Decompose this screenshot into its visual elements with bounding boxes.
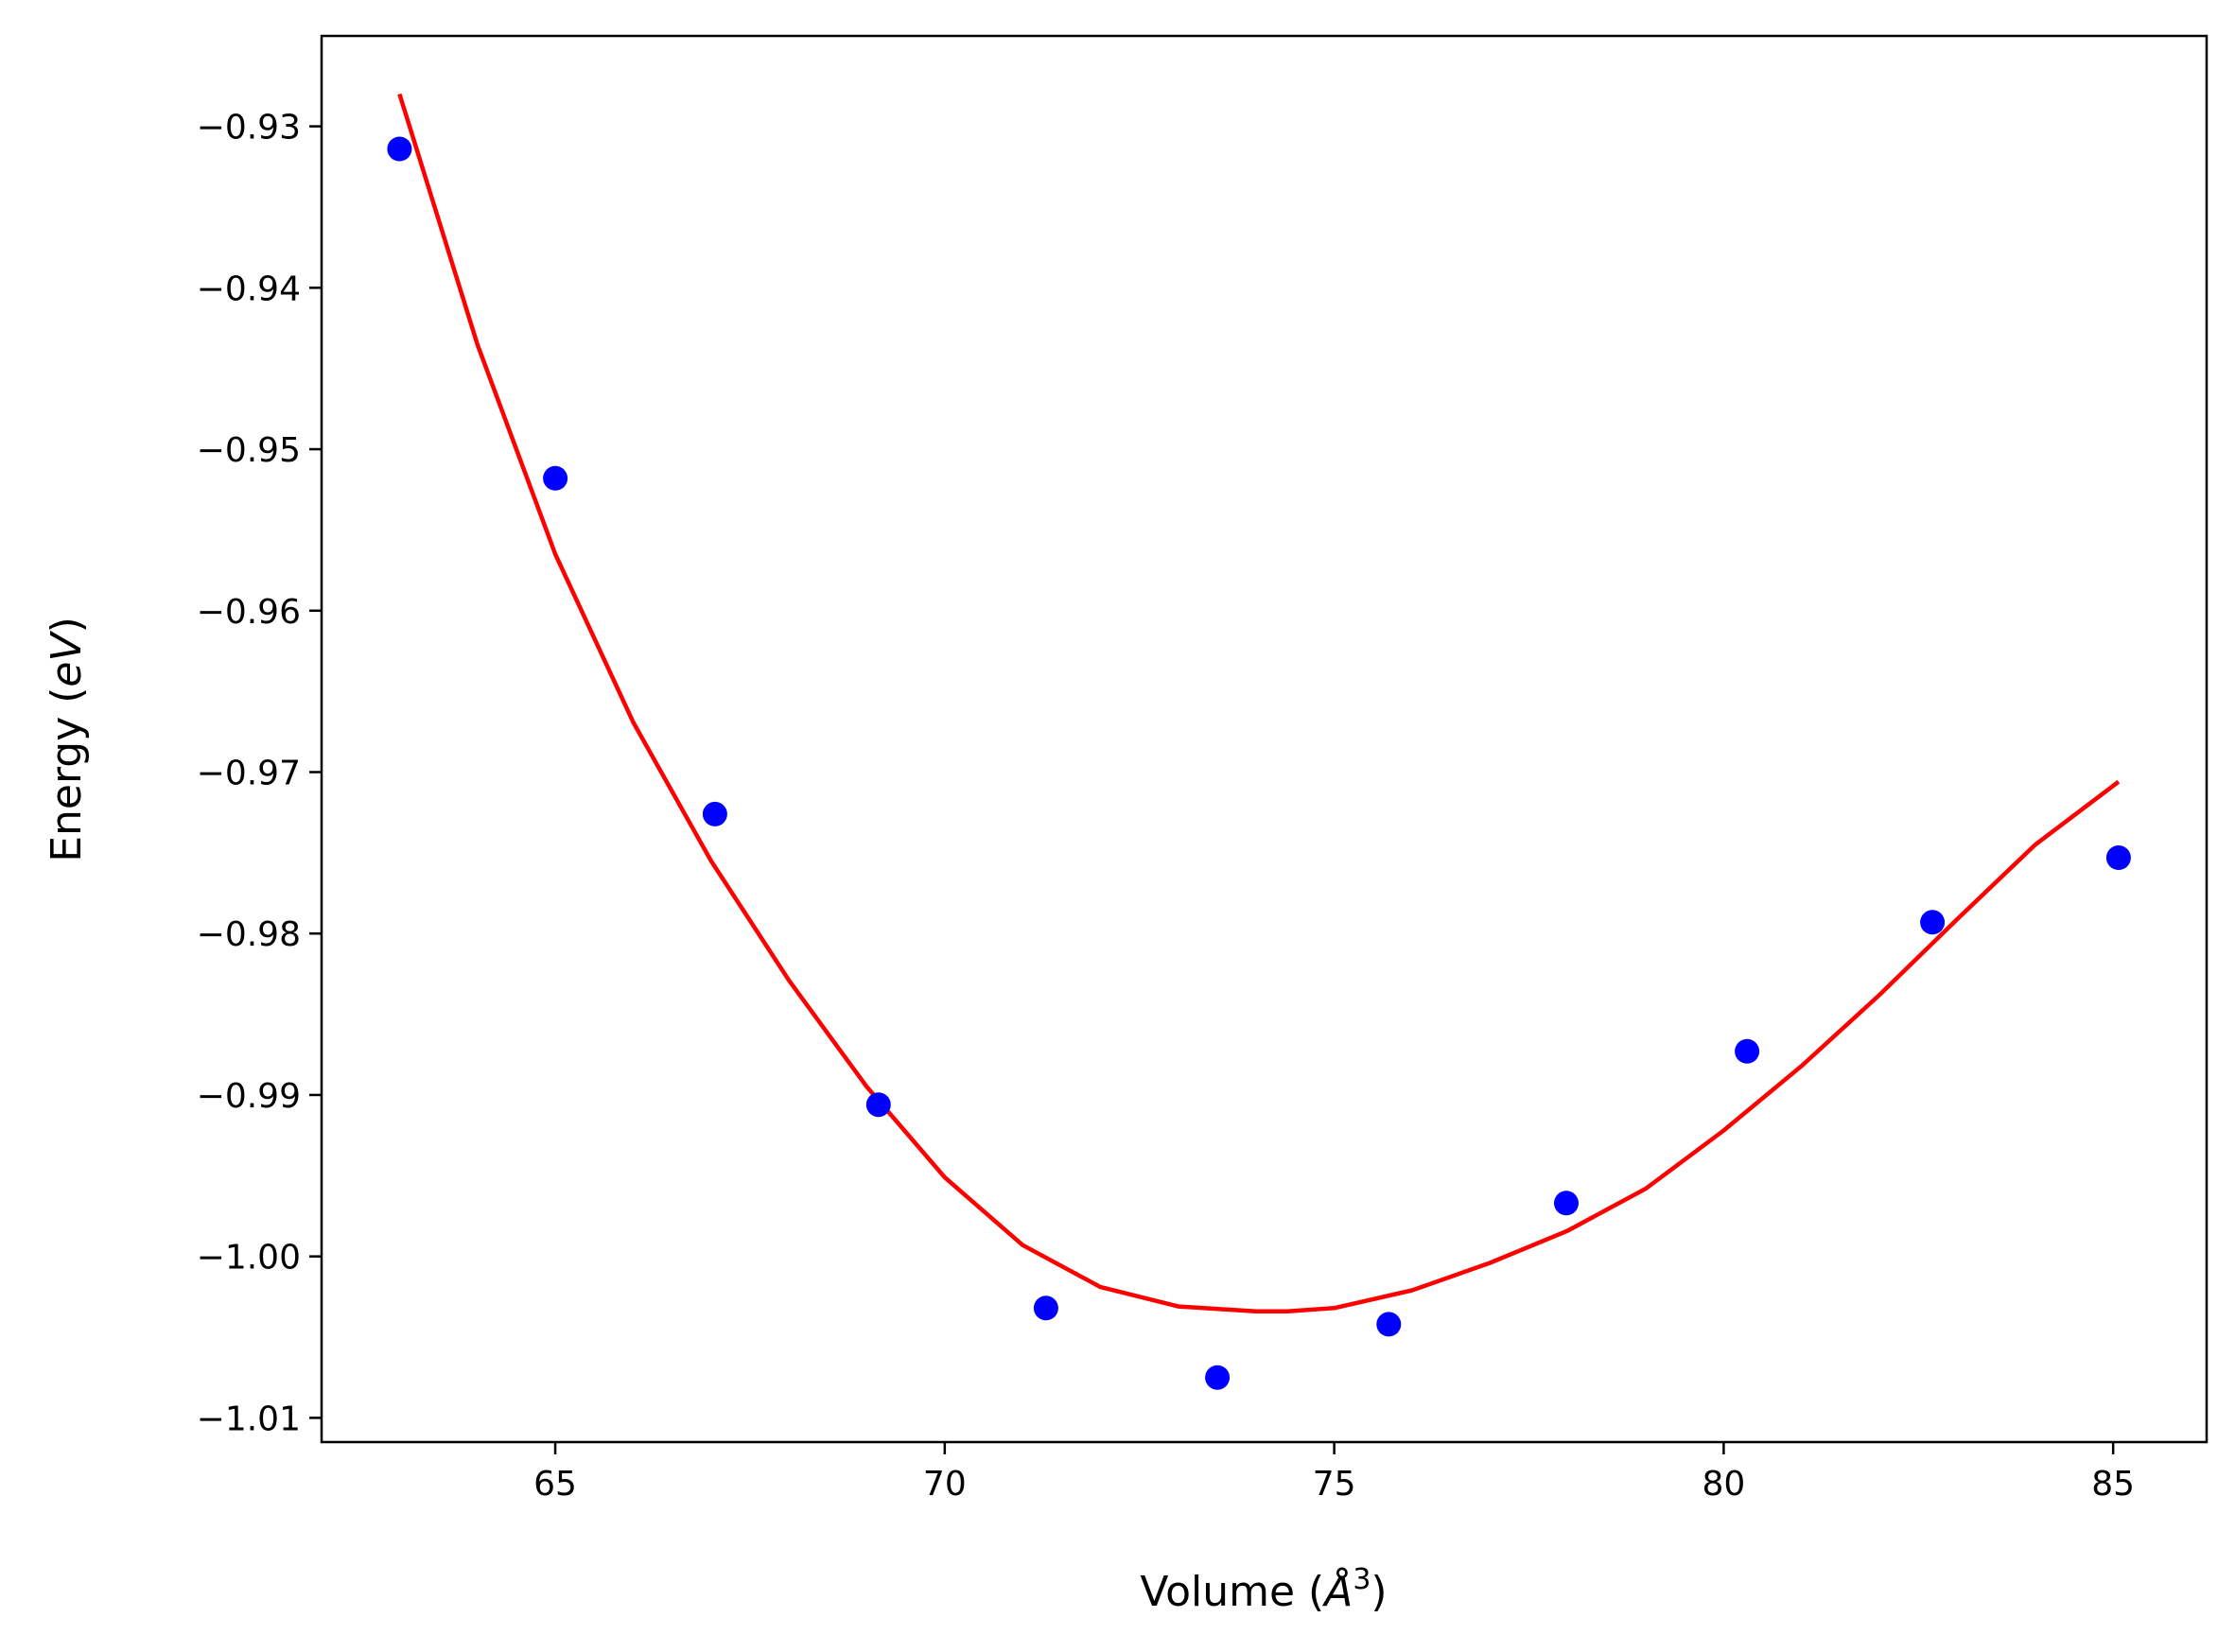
- y-tick-label: −1.01: [197, 1400, 301, 1438]
- y-tick-label: −0.99: [197, 1077, 301, 1116]
- x-axis-ticks: 65 70 75 80 85: [533, 1442, 2135, 1504]
- data-point: [865, 1092, 891, 1118]
- fit-curve: [397, 93, 2121, 1313]
- y-tick-label: −0.95: [197, 431, 301, 470]
- data-point: [1920, 910, 1946, 935]
- x-axis-label-exponent: 3: [1353, 1563, 1371, 1596]
- y-axis-label-text: Energy (: [43, 687, 91, 862]
- x-tick-label: 65: [533, 1465, 577, 1504]
- plot-frame: [320, 34, 2209, 1444]
- y-tick-label: −0.96: [197, 593, 301, 632]
- x-axis-label-symbol: Å: [1321, 1566, 1353, 1616]
- data-point: [1205, 1365, 1231, 1390]
- x-tick-label: 70: [923, 1465, 967, 1504]
- y-tick-label: −0.97: [197, 754, 301, 792]
- y-axis-label-unit: eV: [43, 631, 91, 687]
- plot-layer: [387, 93, 2131, 1390]
- y-tick-label: −0.98: [197, 915, 301, 954]
- data-point: [2105, 845, 2131, 870]
- data-point: [1554, 1191, 1579, 1216]
- data-point: [543, 465, 568, 491]
- x-tick-label: 85: [2091, 1465, 2135, 1504]
- y-tick-label: −0.94: [197, 270, 301, 308]
- x-tick-label: 75: [1313, 1465, 1356, 1504]
- data-point: [702, 801, 727, 826]
- y-axis-label-close: ): [43, 617, 91, 633]
- y-tick-label: −0.93: [197, 109, 301, 148]
- y-axis-label: Energy (eV): [43, 617, 91, 862]
- data-point: [1735, 1038, 1760, 1064]
- y-tick-label: −1.00: [197, 1239, 301, 1278]
- data-point: [1376, 1312, 1402, 1337]
- x-tick-label: 80: [1702, 1465, 1745, 1504]
- x-axis-label-text: Volume (: [1140, 1568, 1324, 1616]
- x-axis-label-close: ): [1371, 1568, 1387, 1616]
- x-axis-label: Volume (Å3): [1140, 1563, 1387, 1616]
- data-point: [387, 136, 412, 162]
- data-point: [1033, 1296, 1058, 1321]
- y-axis-ticks: −0.93 −0.94 −0.95 −0.96 −0.97 −0.98 −0.99 −1.00…: [197, 109, 322, 1438]
